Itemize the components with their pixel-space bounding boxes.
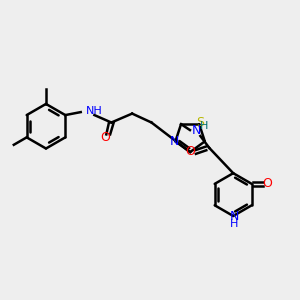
- Text: N: N: [230, 210, 239, 224]
- Text: O: O: [100, 131, 110, 144]
- Text: O: O: [262, 177, 272, 190]
- Text: S: S: [196, 116, 204, 128]
- Text: N: N: [192, 124, 201, 137]
- Text: H: H: [230, 219, 238, 229]
- Text: NH: NH: [86, 106, 103, 116]
- Text: N: N: [169, 136, 179, 148]
- Text: O: O: [185, 145, 195, 158]
- Text: H: H: [200, 121, 208, 131]
